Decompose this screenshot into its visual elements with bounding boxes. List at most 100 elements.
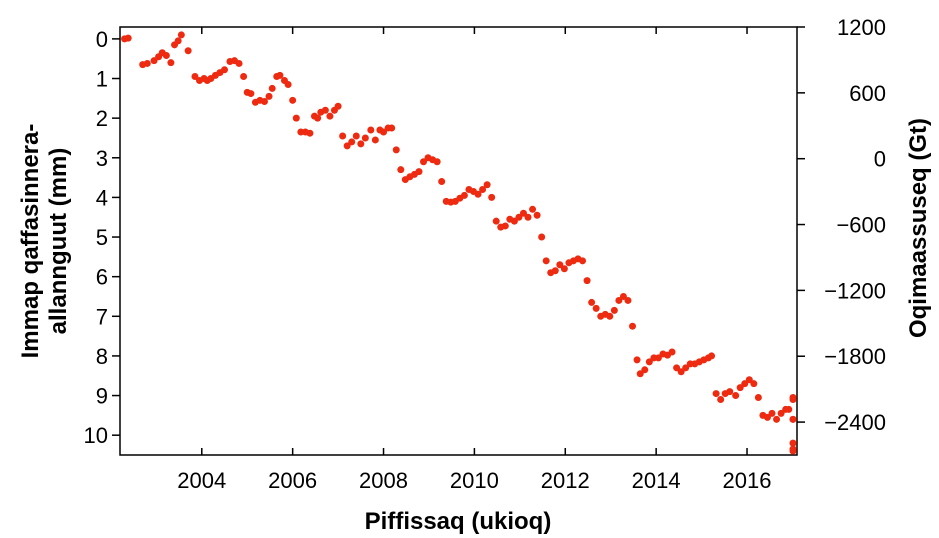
data-point [289, 96, 297, 104]
data-point [162, 52, 170, 60]
left-y-tick-label: 8 [96, 344, 108, 369]
data-point [624, 296, 632, 304]
data-point [260, 98, 268, 106]
data-point [474, 190, 482, 198]
data-point [306, 129, 314, 137]
data-point [124, 34, 132, 42]
data-point [284, 80, 292, 88]
left-y-tick-label: 5 [96, 225, 108, 250]
x-tick-label: 2016 [723, 468, 772, 493]
data-point [768, 409, 776, 417]
data-point [789, 439, 797, 447]
data-point [668, 348, 676, 356]
data-point [143, 59, 151, 67]
data-point [438, 178, 446, 186]
data-point [488, 193, 496, 201]
left-y-tick-label: 7 [96, 304, 108, 329]
right-y-axis-title: Oqimaassuseq (Gt) [905, 118, 932, 338]
data-point [334, 102, 342, 110]
data-point [479, 185, 487, 193]
data-point [741, 380, 749, 388]
data-point [524, 213, 532, 221]
right-y-tick-label: −1800 [824, 344, 886, 369]
data-point [221, 66, 229, 74]
x-tick-label: 2004 [177, 468, 226, 493]
left-y-tick-label: 10 [84, 423, 108, 448]
data-points [121, 31, 797, 455]
data-point [641, 366, 649, 374]
data-point [292, 114, 300, 122]
x-tick-label: 2010 [450, 468, 499, 493]
data-point [533, 211, 541, 219]
data-point [268, 84, 276, 92]
data-point [732, 392, 740, 400]
data-point [677, 368, 685, 376]
data-point [712, 390, 720, 398]
data-point [551, 267, 559, 275]
data-point [483, 181, 491, 189]
data-point [343, 142, 351, 150]
x-tick-label: 2008 [359, 468, 408, 493]
left-y-axis: 0 1 2 3 4 5 6 7 8 9 10 [84, 27, 120, 448]
data-point [773, 415, 781, 423]
data-point [588, 298, 596, 306]
data-point [682, 364, 690, 372]
data-point [606, 312, 614, 320]
data-point [388, 124, 396, 132]
x-tick-label: 2006 [268, 468, 317, 493]
right-y-tick-label: −1200 [824, 278, 886, 303]
data-point [619, 292, 627, 300]
data-point [367, 126, 375, 134]
data-point [392, 146, 400, 154]
data-point [592, 304, 600, 312]
data-point [174, 37, 182, 45]
left-y-tick-label: 2 [96, 106, 108, 131]
right-y-tick-label: 1200 [837, 15, 886, 40]
left-y-tick-label: 1 [96, 67, 108, 92]
data-point [726, 388, 734, 396]
data-point [433, 158, 441, 166]
data-point [415, 168, 423, 176]
data-point [361, 134, 369, 142]
right-y-tick-label: −600 [836, 213, 886, 238]
data-point [785, 405, 793, 413]
data-point [708, 352, 716, 360]
data-point [177, 31, 185, 39]
data-point [673, 364, 681, 372]
data-point [348, 138, 356, 146]
data-point [420, 158, 428, 166]
left-y-tick-label: 0 [96, 27, 108, 52]
data-point [184, 47, 192, 55]
data-point [636, 370, 644, 378]
x-tick-label: 2014 [632, 468, 681, 493]
data-point [579, 257, 587, 265]
data-point [745, 376, 753, 384]
data-point [371, 136, 379, 144]
data-point [750, 380, 758, 388]
data-point [717, 396, 725, 404]
left-y-tick-label: 9 [96, 384, 108, 409]
data-point [265, 92, 273, 100]
data-point [501, 222, 509, 230]
data-point [314, 114, 322, 122]
data-point [629, 322, 637, 330]
left-y-tick-label: 3 [96, 146, 108, 171]
data-point [560, 265, 568, 273]
left-y-axis-title-line-1: Immap qaffasinnera- [17, 124, 44, 359]
left-y-axis-title: Immap qaffasinnera- allannguut (mm) [17, 124, 72, 359]
data-point [460, 191, 468, 199]
data-point [556, 261, 564, 269]
data-point [583, 277, 591, 285]
data-point [276, 71, 284, 79]
data-point [789, 447, 797, 455]
data-point [542, 257, 550, 265]
data-point [247, 90, 255, 98]
left-y-axis-title-line-2: allannguut (mm) [45, 148, 72, 335]
data-point [150, 57, 158, 65]
data-point [610, 306, 618, 314]
data-point [789, 415, 797, 423]
x-axis: 2004 2006 2008 2010 2012 2014 2016 [177, 27, 771, 493]
data-point [191, 73, 199, 81]
data-point [352, 132, 360, 140]
